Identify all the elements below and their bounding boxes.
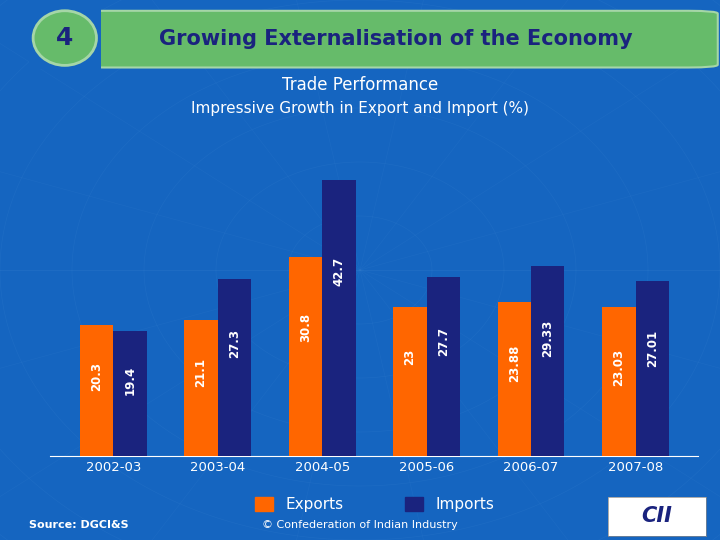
Bar [113, 330, 147, 456]
Text: 19.4: 19.4 [124, 366, 137, 395]
Bar [602, 307, 636, 456]
Legend: Exports, Imports: Exports, Imports [248, 491, 500, 518]
FancyBboxPatch shape [74, 11, 718, 68]
Text: 23.03: 23.03 [612, 349, 625, 386]
Bar [289, 256, 322, 456]
Text: 29.33: 29.33 [541, 320, 554, 357]
Text: 20.3: 20.3 [90, 362, 103, 390]
Text: Source: DGCI&S: Source: DGCI&S [29, 520, 128, 530]
Bar [531, 266, 564, 456]
Bar [322, 180, 356, 456]
Bar [636, 281, 669, 456]
Bar [184, 320, 217, 456]
Bar [427, 277, 460, 456]
Circle shape [33, 11, 96, 65]
Text: 21.1: 21.1 [194, 358, 207, 387]
Text: 30.8: 30.8 [299, 313, 312, 342]
Text: 27.01: 27.01 [646, 330, 659, 367]
Text: Growing Externalisation of the Economy: Growing Externalisation of the Economy [159, 29, 633, 49]
Text: 4: 4 [56, 26, 73, 50]
Text: Trade Performance: Trade Performance [282, 76, 438, 94]
Text: 42.7: 42.7 [333, 257, 346, 286]
Text: 27.3: 27.3 [228, 329, 241, 358]
Text: 27.7: 27.7 [437, 327, 450, 356]
Text: © Confederation of Indian Industry: © Confederation of Indian Industry [262, 520, 458, 530]
Bar [80, 325, 113, 456]
Bar [393, 307, 427, 456]
Text: 23.88: 23.88 [508, 345, 521, 382]
Bar [217, 279, 251, 456]
Text: 23: 23 [403, 349, 416, 365]
Text: CII: CII [642, 506, 672, 526]
Text: Impressive Growth in Export and Import (%): Impressive Growth in Export and Import (… [191, 100, 529, 116]
Bar [498, 301, 531, 456]
